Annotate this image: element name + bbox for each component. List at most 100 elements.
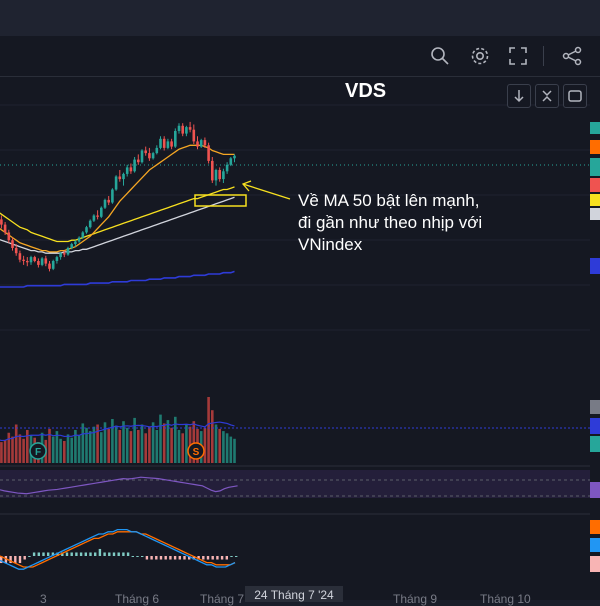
candle	[74, 241, 77, 245]
volume-bar	[222, 431, 225, 463]
volume-bar	[92, 426, 96, 463]
maximize-button[interactable]	[563, 84, 587, 108]
candle	[33, 257, 36, 261]
price-scale-swatch	[590, 520, 600, 534]
volume-bar	[11, 436, 14, 463]
volume-bar	[22, 438, 25, 463]
macd-histogram-bar	[47, 552, 50, 556]
macd-histogram-bar	[188, 556, 191, 560]
price-scale-swatch	[590, 122, 600, 134]
macd-histogram-bar	[136, 556, 139, 557]
macd-histogram-bar	[89, 552, 92, 556]
rsi-pane	[0, 470, 590, 498]
volume-bar	[66, 434, 70, 463]
x-axis-label: Tháng 9	[393, 592, 438, 606]
macd-histogram-bar	[122, 552, 125, 556]
collapse-icon	[542, 90, 552, 102]
volume-bar	[88, 431, 92, 463]
x-axis-label: Tháng 6	[115, 592, 160, 606]
volume-bar	[214, 424, 218, 463]
macd-histogram-bar	[155, 556, 158, 560]
candle	[222, 171, 225, 180]
macd-histogram-bar	[56, 552, 59, 556]
volume-bar	[140, 424, 144, 463]
volume-bar	[125, 427, 129, 463]
price-scale-swatch	[590, 482, 600, 498]
annotation-line: đi gần như theo nhịp với	[298, 213, 483, 232]
toolbar-separator	[543, 46, 544, 66]
price-scale-swatch	[590, 436, 600, 452]
volume-bar	[170, 427, 173, 463]
macd-histogram-bar	[42, 552, 45, 556]
candle	[225, 164, 229, 172]
marker-label: F	[35, 447, 41, 458]
candle	[129, 167, 133, 172]
annotation-line: VNindex	[298, 235, 363, 254]
search-chart-icon[interactable]	[428, 44, 452, 68]
macd-histogram-bar	[173, 556, 177, 560]
macd-pane	[0, 528, 238, 570]
candle	[103, 199, 107, 208]
marker-label: S	[193, 447, 200, 458]
ma20-line	[0, 144, 235, 253]
candle	[51, 261, 55, 269]
volume-ma-line	[0, 421, 235, 442]
price-scale-swatch	[590, 194, 600, 206]
price-scale-swatch	[590, 140, 600, 154]
macd-histogram-bar	[216, 556, 219, 560]
macd-histogram-bar	[145, 556, 149, 560]
volume-bar	[177, 430, 181, 463]
volume-bar	[118, 430, 122, 463]
volume-bar	[77, 435, 81, 463]
marker-circle	[187, 442, 205, 460]
macd-histogram-bar	[131, 556, 134, 557]
candle	[63, 253, 66, 255]
volume-bar	[155, 430, 159, 463]
volume-bar	[229, 436, 233, 463]
arrow-down-icon	[514, 90, 524, 103]
x-axis-label: 3	[40, 592, 47, 606]
macd-histogram-bar	[23, 556, 26, 560]
candle	[133, 159, 136, 172]
volume-bar	[181, 433, 184, 463]
price-scale-swatch	[590, 178, 600, 192]
macd-histogram-bar	[70, 552, 73, 556]
candle	[214, 170, 218, 181]
candle	[59, 253, 62, 258]
candle	[77, 237, 81, 242]
annotation-box	[194, 194, 247, 207]
collapse-button[interactable]	[535, 84, 559, 108]
macd-line	[0, 528, 236, 570]
candle	[159, 138, 162, 148]
macd-histogram-bar	[211, 556, 214, 560]
volume-bar	[48, 428, 51, 463]
symbol-title: VDS	[345, 80, 387, 102]
macd-histogram-bar	[75, 552, 78, 556]
volume-bar	[174, 416, 177, 463]
volume-bar	[55, 431, 59, 463]
candle	[22, 259, 25, 261]
share-icon[interactable]	[560, 44, 584, 68]
volume-bar	[96, 424, 99, 463]
volume-bar	[70, 437, 73, 463]
fullscreen-icon[interactable]	[506, 44, 530, 68]
volume-bar	[129, 431, 133, 463]
crosshair-date-label: 24 Tháng 7 '24	[245, 586, 343, 602]
macd-histogram-bar	[98, 548, 102, 556]
arrow-down-button[interactable]	[507, 84, 531, 108]
volume-bar	[166, 420, 170, 463]
gear-icon[interactable]	[468, 44, 492, 68]
macd-histogram-bar	[225, 556, 228, 560]
candle	[26, 261, 29, 263]
volume-bar	[100, 432, 103, 463]
volume-bar	[85, 427, 88, 463]
macd-histogram-bar	[112, 552, 116, 556]
candle	[140, 150, 144, 163]
annotation-arrowhead	[241, 180, 252, 192]
candle	[162, 138, 166, 148]
candle	[18, 253, 22, 260]
candle	[218, 170, 221, 180]
